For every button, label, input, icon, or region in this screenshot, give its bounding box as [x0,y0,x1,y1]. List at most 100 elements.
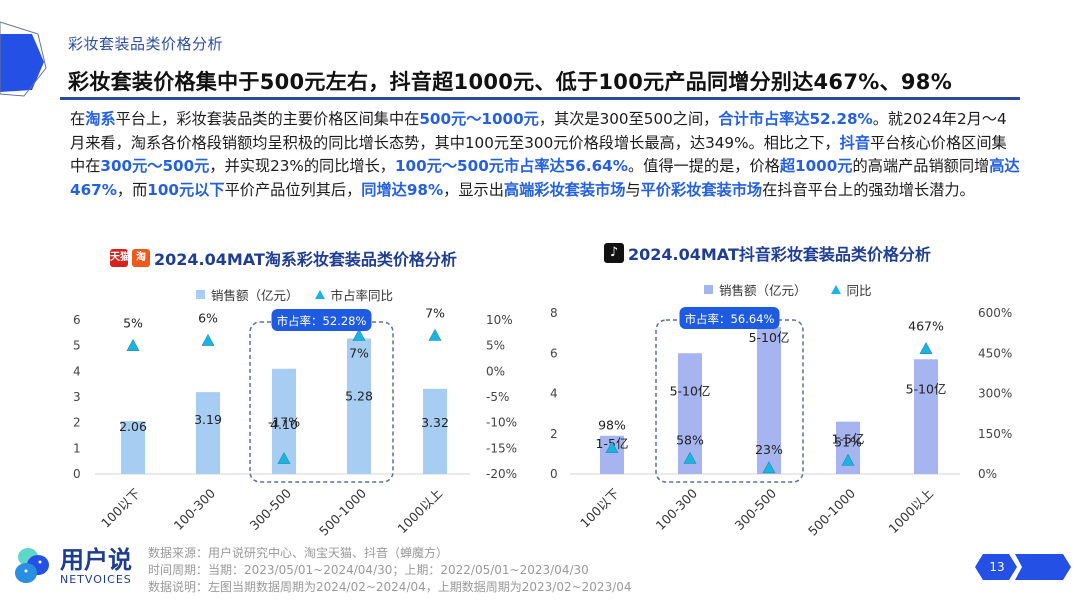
y-tick-right: -5% [486,390,509,404]
y-tick-right: -15% [486,441,517,455]
y-tick-right: 0% [978,467,997,481]
x-category-label: 100以下 [98,486,143,531]
y-tick-left: 4 [73,364,81,378]
triangle-marker [277,451,291,464]
bar-value-label: 5-10亿 [906,381,947,396]
legend-triangle-icon [314,290,325,299]
x-category-label: 1000以上 [394,486,445,537]
y-tick-right: 600% [978,306,1012,320]
netvoices-logo-icon [15,548,49,583]
triangle-value-label: 51% [834,434,862,449]
x-category-label: 300-500 [247,485,295,533]
chart-title-text: 2024.04MAT淘系彩妆套装品类价格分析 [154,250,457,269]
taobao-icon: 淘 [132,249,150,267]
legend-bar-swatch [704,285,713,294]
douyin-icon: ♪ [604,243,624,263]
data-source: 数据来源：用户说研究中心、淘宝天猫、抖音（蝉魔方） [148,546,449,560]
y-tick-left: 0 [550,467,558,481]
y-tick-left: 0 [73,467,81,481]
triangle-marker [428,328,442,341]
summary-paragraph: 在淘系平台上，彩妆套装品类的主要价格区间集中在500元～1000元，其次是300… [70,110,1020,199]
legend-label: 销售额（亿元） [211,288,299,303]
legend-label: 市占率同比 [330,288,394,303]
bar-value-label: 5.28 [345,388,373,403]
legend-triangle-icon [830,285,841,294]
highlight-text: 高达467% [70,157,1020,199]
bar-value-label: 3.32 [421,415,449,430]
y-tick-right: 450% [978,346,1012,360]
chart-taobao-legend: 销售额（亿元） 市占率同比 [196,285,393,304]
triangle-marker [841,453,855,466]
highlight-text: 超1000元 [779,157,853,176]
data-note: 数据说明：左图当期数据周期为2024/02~2024/04，上期数据周期为202… [148,580,632,594]
y-tick-left: 2 [73,416,81,430]
triangle-value-label: 98% [598,418,626,433]
triangle-value-label: 23% [755,442,783,457]
x-category-label: 100-300 [653,485,701,533]
triangle-value-label: 7% [425,305,445,320]
page-number: 13 [989,560,1005,574]
chart-douyin-legend: 销售额（亿元） 同比 [704,280,872,299]
market-share-callout [271,309,372,331]
triangle-value-label: 7% [349,345,369,360]
y-tick-right: 10% [486,313,513,327]
legend-label: 同比 [846,283,872,298]
y-tick-left: 5 [73,339,81,353]
chart-taobao-title: 天猫 淘 2024.04MAT淘系彩妆套装品类价格分析 [110,246,457,270]
y-tick-left: 2 [550,427,558,441]
callout-label: 市占率：56.64% [685,312,775,326]
footer-notes: 数据来源：用户说研究中心、淘宝天猫、抖音（蝉魔方） 时间周期：当期：2023/0… [148,545,632,596]
y-tick-right: 300% [978,387,1012,401]
y-tick-right: -10% [486,416,517,430]
highlight-text: 100元～500元市占率达56.64% [394,157,628,176]
bar-value-label: 4.10 [270,417,298,432]
tmall-icon: 天猫 [110,249,130,267]
highlight-text: 抖音 [839,133,871,152]
y-tick-left: 3 [73,390,81,404]
bar [121,421,145,474]
bar-value-label: 1-5亿 [832,432,865,447]
time-period: 时间周期：当期：2023/05/01~2024/04/30；上期：2022/05… [148,563,589,577]
highlight-text: 高端彩妆套装市场 [503,180,626,199]
x-category-label: 100以下 [577,486,622,531]
triangle-marker [201,333,215,346]
x-category-label: 100-300 [171,485,219,533]
y-tick-right: -20% [486,467,517,481]
triangle-marker [683,451,697,464]
y-tick-left: 4 [550,387,558,401]
chart-title-text: 2024.04MAT抖音彩妆套装品类价格分析 [628,245,931,264]
x-category-label: 1000以上 [885,486,936,537]
y-tick-right: 150% [978,427,1012,441]
highlight-text: 300元～500元 [100,157,210,176]
section-subtitle: 彩妆套装品类价格分析 [68,35,224,53]
triangle-marker [605,441,619,454]
bar-value-label: 5-10亿 [670,383,711,398]
triangle-value-label: -17% [268,415,300,430]
x-category-label: 500-1000 [316,485,369,538]
y-tick-left: 6 [73,313,81,327]
bar-value-label: 5-10亿 [749,330,790,345]
x-category-label: 500-1000 [805,485,858,538]
triangle-marker [762,461,776,474]
triangle-marker [126,339,140,351]
legend-bar-swatch [196,290,205,299]
highlight-text: 平价彩妆套装市场 [640,180,763,199]
highlight-text: 合计市占率达52.28% [718,110,873,128]
bar [196,392,220,474]
brand-logo: 用户说 NETVOICES [12,545,132,587]
headline-divider [60,97,1020,100]
chart-douyin-title: ♪ 2024.04MAT抖音彩妆套装品类价格分析 [604,241,931,265]
triangle-value-label: 6% [198,311,218,326]
x-category-label: 300-500 [732,485,780,533]
bar-value-label: 2.06 [119,419,147,434]
brand-name: 用户说 [60,544,132,574]
y-tick-left: 1 [73,441,81,455]
bar [757,327,781,474]
bar [914,359,938,474]
highlight-text: 500元～1000元 [419,110,539,128]
y-tick-left: 6 [550,346,558,360]
brand-name-en: NETVOICES [60,572,132,586]
page-badge [975,554,1071,580]
triangle-value-label: 58% [676,432,704,447]
